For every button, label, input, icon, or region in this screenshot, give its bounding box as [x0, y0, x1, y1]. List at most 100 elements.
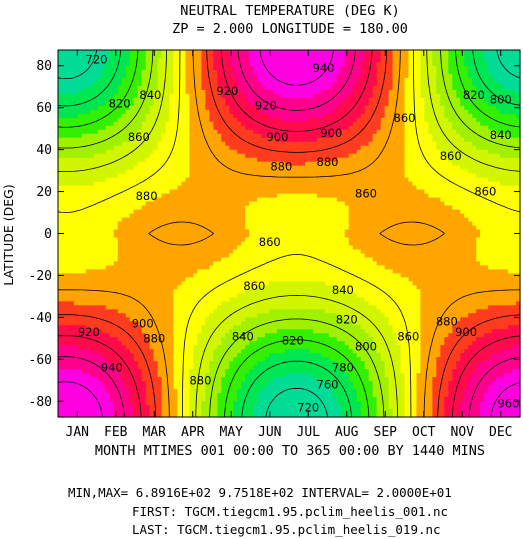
field-cell — [197, 217, 202, 223]
field-cell — [320, 121, 326, 127]
field-cell — [444, 169, 449, 175]
field-cell — [492, 137, 497, 143]
field-cell — [460, 89, 465, 95]
field-cell — [197, 201, 202, 207]
field-cell — [281, 205, 286, 211]
field-cell — [428, 181, 433, 187]
field-cell — [277, 181, 282, 187]
field-cell — [496, 113, 501, 119]
field-cell — [165, 217, 171, 223]
field-cell — [376, 65, 382, 71]
field-cell — [221, 77, 226, 83]
field-cell — [396, 201, 402, 207]
field-cell — [512, 129, 517, 135]
field-cell — [508, 97, 513, 103]
field-cell — [452, 149, 457, 155]
field-cell — [500, 205, 505, 211]
field-cell — [400, 125, 406, 131]
field-cell — [304, 213, 310, 219]
field-cell — [392, 157, 398, 163]
field-cell — [177, 125, 183, 131]
field-cell — [105, 50, 111, 55]
field-cell — [432, 121, 437, 127]
field-cell — [476, 61, 481, 67]
field-cell — [233, 145, 238, 151]
field-cell — [292, 97, 298, 103]
field-cell — [217, 137, 222, 143]
field-cell — [364, 85, 370, 91]
field-cell — [173, 165, 179, 171]
field-cell — [408, 93, 414, 99]
field-cell — [181, 189, 187, 195]
field-cell — [81, 50, 87, 55]
field-cell — [356, 169, 362, 175]
field-cell — [292, 201, 298, 207]
field-cell — [273, 61, 278, 67]
field-cell — [289, 157, 294, 163]
field-cell — [332, 101, 338, 107]
field-cell — [177, 165, 183, 171]
field-cell — [105, 113, 111, 119]
field-cell — [504, 125, 509, 131]
field-cell — [384, 149, 390, 155]
field-cell — [201, 89, 206, 95]
field-cell — [340, 137, 346, 143]
field-cell — [189, 113, 195, 119]
field-cell — [352, 149, 358, 155]
field-cell — [181, 113, 187, 119]
field-cell — [444, 77, 449, 83]
field-cell — [129, 85, 135, 91]
field-cell — [372, 89, 378, 95]
field-cell — [89, 209, 95, 215]
field-cell — [456, 61, 461, 67]
field-cell — [332, 161, 338, 167]
field-cell — [364, 157, 370, 163]
field-cell — [117, 101, 123, 107]
field-cell — [257, 69, 262, 75]
field-cell — [165, 149, 171, 155]
field-cell — [384, 73, 390, 79]
field-cell — [129, 129, 135, 135]
field-cell — [221, 73, 226, 79]
field-cell — [97, 109, 103, 115]
field-cell — [332, 73, 338, 79]
field-cell — [117, 121, 123, 127]
field-cell — [249, 201, 254, 207]
field-cell — [304, 205, 310, 211]
field-cell — [113, 209, 119, 215]
field-cell — [508, 209, 513, 215]
field-cell — [133, 129, 139, 135]
field-cell — [69, 129, 75, 135]
field-cell — [308, 50, 314, 55]
field-cell — [117, 201, 123, 207]
field-cell — [444, 129, 449, 135]
field-cell — [117, 185, 123, 191]
field-cell — [508, 161, 513, 167]
field-cell — [508, 65, 513, 71]
field-cell — [149, 53, 155, 59]
field-cell — [328, 50, 334, 55]
field-cell — [404, 217, 410, 223]
field-cell — [300, 101, 306, 107]
field-cell — [213, 57, 218, 63]
field-cell — [484, 105, 489, 111]
field-cell — [392, 65, 398, 71]
field-cell — [464, 193, 469, 199]
field-cell — [117, 77, 123, 83]
field-cell — [269, 77, 274, 83]
field-cell — [229, 61, 234, 67]
field-cell — [376, 189, 382, 195]
field-cell — [205, 57, 210, 63]
field-cell — [500, 161, 505, 167]
field-cell — [324, 201, 330, 207]
field-cell — [380, 57, 386, 63]
field-cell — [181, 181, 187, 187]
field-cell — [209, 201, 214, 207]
field-cell — [368, 209, 374, 215]
field-cell — [133, 133, 139, 139]
field-cell — [169, 181, 175, 187]
field-cell — [117, 61, 123, 67]
field-cell — [185, 109, 191, 115]
field-cell — [189, 193, 195, 199]
field-cell — [404, 105, 410, 111]
